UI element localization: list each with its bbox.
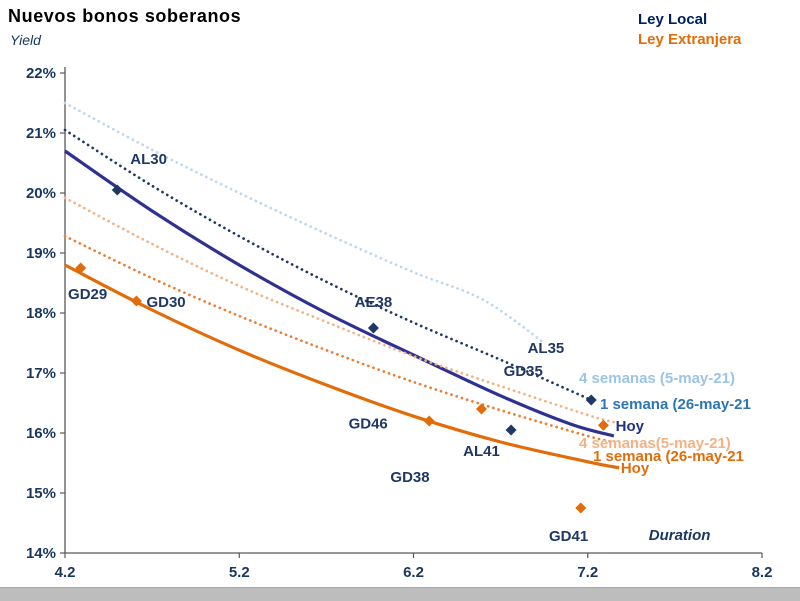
y-tick-label: 21% [26, 125, 56, 142]
y-tick-label: 18% [26, 305, 56, 322]
x-tick-label: 8.2 [752, 564, 773, 581]
curve-ley-extranjera-4-semanas [63, 196, 616, 424]
point-GD29 [75, 262, 87, 274]
point-label-GD41: GD41 [549, 528, 588, 545]
annotation-4: 1 semana (26-may-21 [593, 448, 744, 465]
point-label-GD30: GD30 [146, 294, 185, 311]
y-tick-label: 19% [26, 245, 56, 262]
chart-legend: Ley Local Ley Extranjera [638, 10, 741, 50]
point-label-GD29: GD29 [68, 286, 107, 303]
x-tick-label: 4.2 [55, 564, 76, 581]
x-tick-label: 6.2 [403, 564, 424, 581]
curve-ley-local-4-semanas [63, 101, 546, 345]
curve-ley-local-hoy [64, 149, 615, 438]
point-marker-1-semana-local [585, 394, 597, 406]
chart-title: Nuevos bonos soberanos [8, 6, 242, 26]
annotation-0: 4 semanas (5-may-21) [579, 370, 735, 387]
curve-ley-local-1-semana [63, 128, 593, 402]
point-GD46 [423, 415, 435, 427]
point-GD30 [130, 295, 142, 307]
point-GD35 [475, 403, 487, 415]
point-AE38 [367, 322, 379, 334]
annotation-3: 4 semanas(5-may-21) [579, 435, 731, 452]
annotation-2: Hoy [616, 418, 645, 435]
point-label-AE38: AE38 [355, 294, 393, 311]
point-AL30 [111, 184, 123, 196]
point-label-AL35: AL35 [528, 340, 565, 357]
curve-ley-extranjera-hoy [64, 263, 620, 470]
annotation-x-axis-title: Duration [649, 527, 711, 544]
y-tick-label: 16% [26, 425, 56, 442]
y-tick-label: 17% [26, 365, 56, 382]
y-tick-label: 20% [26, 185, 56, 202]
point-label-GD38: GD38 [390, 469, 429, 486]
point-label-AL30: AL30 [130, 151, 167, 168]
annotation-5: Hoy [621, 460, 650, 477]
y-tick-label: 15% [26, 485, 56, 502]
x-tick-label: 7.2 [577, 564, 598, 581]
point-GD41 [575, 502, 587, 514]
point-marker-hoy-local [597, 419, 609, 431]
point-AL41 [505, 424, 517, 436]
legend-ley-extranjera: Ley Extranjera [638, 31, 742, 48]
window-bottom-strip [0, 587, 800, 601]
point-label-AL41: AL41 [463, 443, 500, 460]
y-tick-label: 22% [26, 65, 56, 82]
annotation-1: 1 semana (26-may-21 [600, 396, 751, 413]
point-label-GD35: GD35 [504, 363, 543, 380]
y-tick-label: 14% [26, 545, 56, 562]
x-tick-label: 5.2 [229, 564, 250, 581]
y-axis-title: Yield [10, 32, 41, 48]
point-label-GD46: GD46 [349, 415, 388, 432]
legend-ley-local: Ley Local [638, 11, 708, 28]
